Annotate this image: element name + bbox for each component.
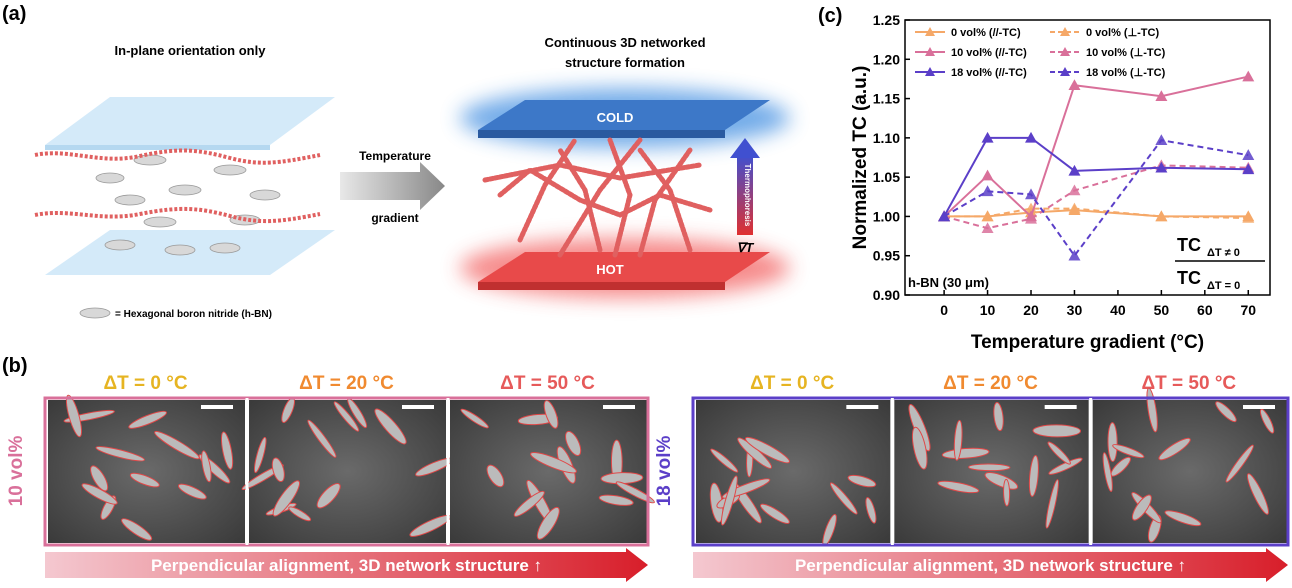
volume-label: 10 vol%: [6, 436, 27, 507]
scale-bar: [603, 405, 635, 409]
ratio-text: TC: [1177, 235, 1201, 255]
legend-label: 10 vol% (⊥-TC): [1086, 47, 1166, 59]
flake: [1003, 479, 1010, 506]
legend-text: = Hexagonal boron nitride (h-BN): [115, 309, 272, 320]
scale-bar: [846, 405, 878, 409]
x-tick-label: 40: [1110, 302, 1126, 318]
gradient-symbol: ∇T: [737, 240, 755, 255]
marker: [1242, 71, 1254, 82]
y-tick-label: 1.00: [873, 208, 900, 224]
y-tick-label: 1.15: [873, 91, 900, 107]
flake: [1033, 425, 1081, 437]
flake: [969, 464, 1010, 471]
arrow: [340, 162, 445, 210]
legend-label: 10 vol% (//-TC): [951, 47, 1027, 59]
y-tick-label: 1.25: [873, 12, 900, 28]
condition-label: ΔT = 50 °C: [1142, 373, 1237, 394]
y-tick-label: 1.05: [873, 169, 900, 185]
ratio-sub: ΔT ≠ 0: [1207, 247, 1240, 259]
arrow-label: gradient: [371, 211, 418, 225]
y-tick-label: 1.20: [873, 51, 900, 67]
x-tick-label: 20: [1023, 302, 1039, 318]
condition-label: ΔT = 50 °C: [500, 373, 595, 394]
y-axis-label: Normalized TC (a.u.): [850, 66, 871, 250]
ratio-text: TC: [1177, 268, 1201, 288]
panel-title: structure formation: [565, 55, 685, 70]
thermo-label: Thermophoresis: [743, 164, 752, 227]
marker: [1242, 149, 1254, 160]
volume-label: 18 vol%: [654, 436, 675, 507]
trend-label: Perpendicular alignment, 3D network stru…: [795, 556, 1186, 575]
scale-bar: [1243, 405, 1275, 409]
condition-label: ΔT = 20 °C: [943, 373, 1038, 394]
arrow-label: Temperature: [359, 149, 431, 163]
x-tick-label: 70: [1240, 302, 1256, 318]
panel-b: ΔT = 0 °C ΔT = 20 °C ΔT = 50 °C 10 vol% Perp…: [6, 373, 1288, 582]
flake: [1108, 423, 1118, 462]
trend-label: Perpendicular alignment, 3D network stru…: [151, 556, 542, 575]
condition-label: ΔT = 0 °C: [750, 373, 834, 394]
plate-label: COLD: [597, 110, 634, 125]
figure: (a) In-plane orientation only = Hexagona…: [0, 0, 1292, 583]
panel-label: (c): [818, 5, 842, 27]
marker: [1068, 79, 1080, 90]
page: (a) In-plane orientation only = Hexagona…: [0, 0, 1292, 588]
y-tick-label: 0.90: [873, 287, 900, 303]
scale-bar: [201, 405, 233, 409]
x-axis-label: Temperature gradient (°C): [971, 332, 1204, 353]
x-tick-label: 10: [980, 302, 996, 318]
thermo-arrow: [730, 138, 760, 158]
legend-label: 0 vol% (//-TC): [951, 27, 1021, 39]
plate-label: HOT: [596, 262, 624, 277]
scale-bar: [1045, 405, 1077, 409]
x-tick-label: 50: [1154, 302, 1170, 318]
cold-plate: [478, 130, 725, 138]
marker: [1155, 134, 1167, 145]
scale-bar: [402, 405, 434, 409]
panel-label: (a): [2, 3, 26, 25]
legend-label: 18 vol% (//-TC): [951, 67, 1027, 79]
y-tick-label: 1.10: [873, 130, 900, 146]
hot-plate: [478, 252, 770, 282]
panel-title: In-plane orientation only: [115, 43, 267, 58]
y-tick-label: 0.95: [873, 248, 900, 264]
legend-label: 18 vol% (⊥-TC): [1086, 67, 1166, 79]
hot-plate: [478, 282, 725, 290]
ratio-sub: ΔT = 0: [1207, 280, 1240, 292]
annotation: h-BN (30 μm): [908, 275, 989, 290]
series-line: [944, 140, 1248, 256]
legend-label: 0 vol% (⊥-TC): [1086, 27, 1159, 39]
panel-title: Continuous 3D networked: [544, 35, 705, 50]
plane: [45, 97, 335, 145]
marker: [1025, 188, 1037, 199]
x-tick-label: 60: [1197, 302, 1213, 318]
panel-c: 0.90 0.95 1.00 1.05 1.10 1.15 1.20 1.25 0 10 20 30 4…: [850, 12, 1270, 353]
marker: [982, 170, 994, 181]
network: [485, 140, 710, 255]
x-tick-label: 30: [1067, 302, 1083, 318]
condition-label: ΔT = 0 °C: [103, 373, 187, 394]
plane: [45, 145, 270, 150]
x-tick-label: 0: [940, 302, 948, 318]
condition-label: ΔT = 20 °C: [299, 373, 394, 394]
panel-label: (b): [2, 355, 28, 377]
